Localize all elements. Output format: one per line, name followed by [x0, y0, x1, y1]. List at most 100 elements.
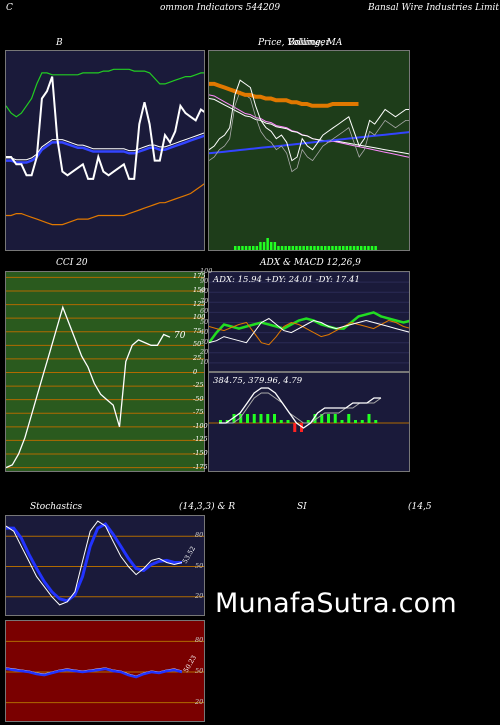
- rsi-tick-label: 50: [195, 667, 204, 675]
- adx-readout: ADX: 15.94 +DY: 24.01 -DY: 17.41: [213, 275, 360, 285]
- rsi-title: SI: [297, 502, 307, 512]
- macd-histogram-bar: [347, 414, 351, 423]
- watermark: MunafaSutra.com: [215, 588, 457, 619]
- macd-histogram-bar: [293, 423, 297, 432]
- cci-tick-label: 50: [193, 340, 202, 349]
- volume-bar: [241, 246, 244, 250]
- header-center: ommon Indicators 544209: [160, 3, 281, 13]
- macd-histogram-bar: [259, 414, 263, 423]
- rsi-line: [6, 667, 183, 679]
- macd-histogram-bar: [286, 420, 290, 423]
- adx-tick-label: 30: [200, 337, 209, 346]
- volume-bar: [327, 246, 331, 250]
- cci-tick-label: 125: [193, 299, 206, 308]
- macd-histogram-bar: [360, 420, 364, 423]
- volume-bar: [316, 246, 320, 250]
- cci-tick-label: 150: [193, 286, 206, 294]
- price-chart: [209, 79, 409, 250]
- adx-tick-label: 100: [200, 267, 213, 275]
- adx-tick-label: 60: [200, 307, 209, 316]
- volume-bar: [255, 246, 259, 250]
- volume-bar: [273, 242, 277, 250]
- bollinger-middle-shadow: [6, 132, 204, 161]
- cci-line: [6, 305, 171, 469]
- cci-tick-label: -50: [193, 394, 204, 403]
- volume-bar: [298, 246, 302, 250]
- rsi-tick-label: 20: [195, 697, 204, 706]
- price-close-line: [209, 79, 409, 162]
- volume-bar: [262, 242, 266, 250]
- adx-plus-dy-line: [209, 311, 409, 344]
- rsi-panel: 50.23: [5, 620, 205, 722]
- cci-tick-label: -100: [193, 421, 208, 430]
- macd-histogram-bar: [273, 414, 276, 423]
- adx-tick-label: 40: [200, 327, 209, 336]
- volume-bar: [309, 246, 313, 250]
- volume-bar: [302, 246, 305, 250]
- macd-histogram-bar: [266, 414, 270, 423]
- macd-histogram-bar: [340, 420, 344, 423]
- header-right: Bansal Wire Industries Limit: [368, 3, 499, 13]
- macd-histogram-bar: [219, 420, 222, 423]
- header-left: C: [6, 3, 13, 13]
- cci-tick-label: -75: [193, 408, 204, 417]
- cci-tick-label: -175: [193, 462, 208, 471]
- cci-tick-label: 175: [193, 272, 206, 281]
- stoch-chart: 53.52: [6, 520, 204, 606]
- cci-tick-label: 0: [193, 367, 198, 376]
- adx-tick-label: 90: [200, 277, 209, 286]
- macd-histogram-bar: [239, 414, 243, 423]
- adx-panel: [208, 271, 410, 372]
- cci-tick-label: 25: [193, 353, 202, 362]
- cci-tick-label: 100: [193, 313, 206, 322]
- volume-bar: [345, 246, 349, 250]
- volume-bar: [349, 246, 352, 250]
- bollinger-overlay-title: Bollinger: [288, 38, 330, 48]
- macd-readout: 384.75, 379.96, 4.79: [213, 376, 303, 386]
- volume-bar: [360, 246, 363, 250]
- volume-bar: [324, 246, 327, 250]
- cci-tick-label: -125: [193, 435, 208, 444]
- stoch-params: (14,3,3) & R: [179, 502, 236, 512]
- macd-histogram-bar: [367, 414, 371, 423]
- macd-histogram-bar: [320, 414, 324, 423]
- macd-histogram-bar: [327, 414, 330, 423]
- macd-panel: [208, 372, 410, 472]
- adx-minus-dy-line: [209, 319, 409, 346]
- volume-bar: [334, 246, 338, 250]
- adx-tick-label: 70: [200, 297, 209, 306]
- stoch-d-line: [6, 522, 182, 603]
- price-ma-blue: [209, 131, 409, 155]
- macd-histogram-bar: [333, 414, 337, 423]
- price-ma-orange: [209, 81, 359, 108]
- adx-tick-label: 50: [200, 317, 209, 326]
- macd-histogram-bar: [246, 414, 249, 423]
- adx-tick-label: 80: [200, 287, 209, 296]
- rsi-tick-label: 80: [195, 636, 204, 645]
- volume-bar: [284, 246, 287, 250]
- macd-histogram-bar: [374, 420, 378, 423]
- macd-line: [219, 387, 381, 429]
- price-panel: [208, 50, 410, 251]
- volume-bar: [338, 246, 341, 250]
- bollinger-lower-line: [6, 183, 204, 226]
- rsi-params: (14,5: [408, 502, 432, 512]
- price-title: Price, Volume, MA: [258, 38, 343, 48]
- bollinger-title: B: [56, 38, 63, 48]
- cci-value-label: 70: [174, 331, 186, 341]
- stoch-title: Stochastics: [30, 502, 83, 512]
- volume-bar: [306, 246, 309, 250]
- cci-title: CCI 20: [56, 258, 88, 268]
- adx-line: [209, 317, 409, 344]
- macd-histogram-bar: [232, 414, 236, 423]
- volume-bar: [370, 246, 374, 250]
- volume-bar: [252, 246, 255, 250]
- cci-chart: [6, 276, 204, 469]
- volume-bar: [352, 246, 356, 250]
- cci-tick-label: -150: [193, 448, 208, 457]
- volume-bar: [363, 246, 367, 250]
- adx-chart: [209, 272, 409, 364]
- macd-histogram-bar: [252, 414, 256, 423]
- volume-bar: [374, 246, 377, 250]
- volume-bar: [266, 238, 269, 250]
